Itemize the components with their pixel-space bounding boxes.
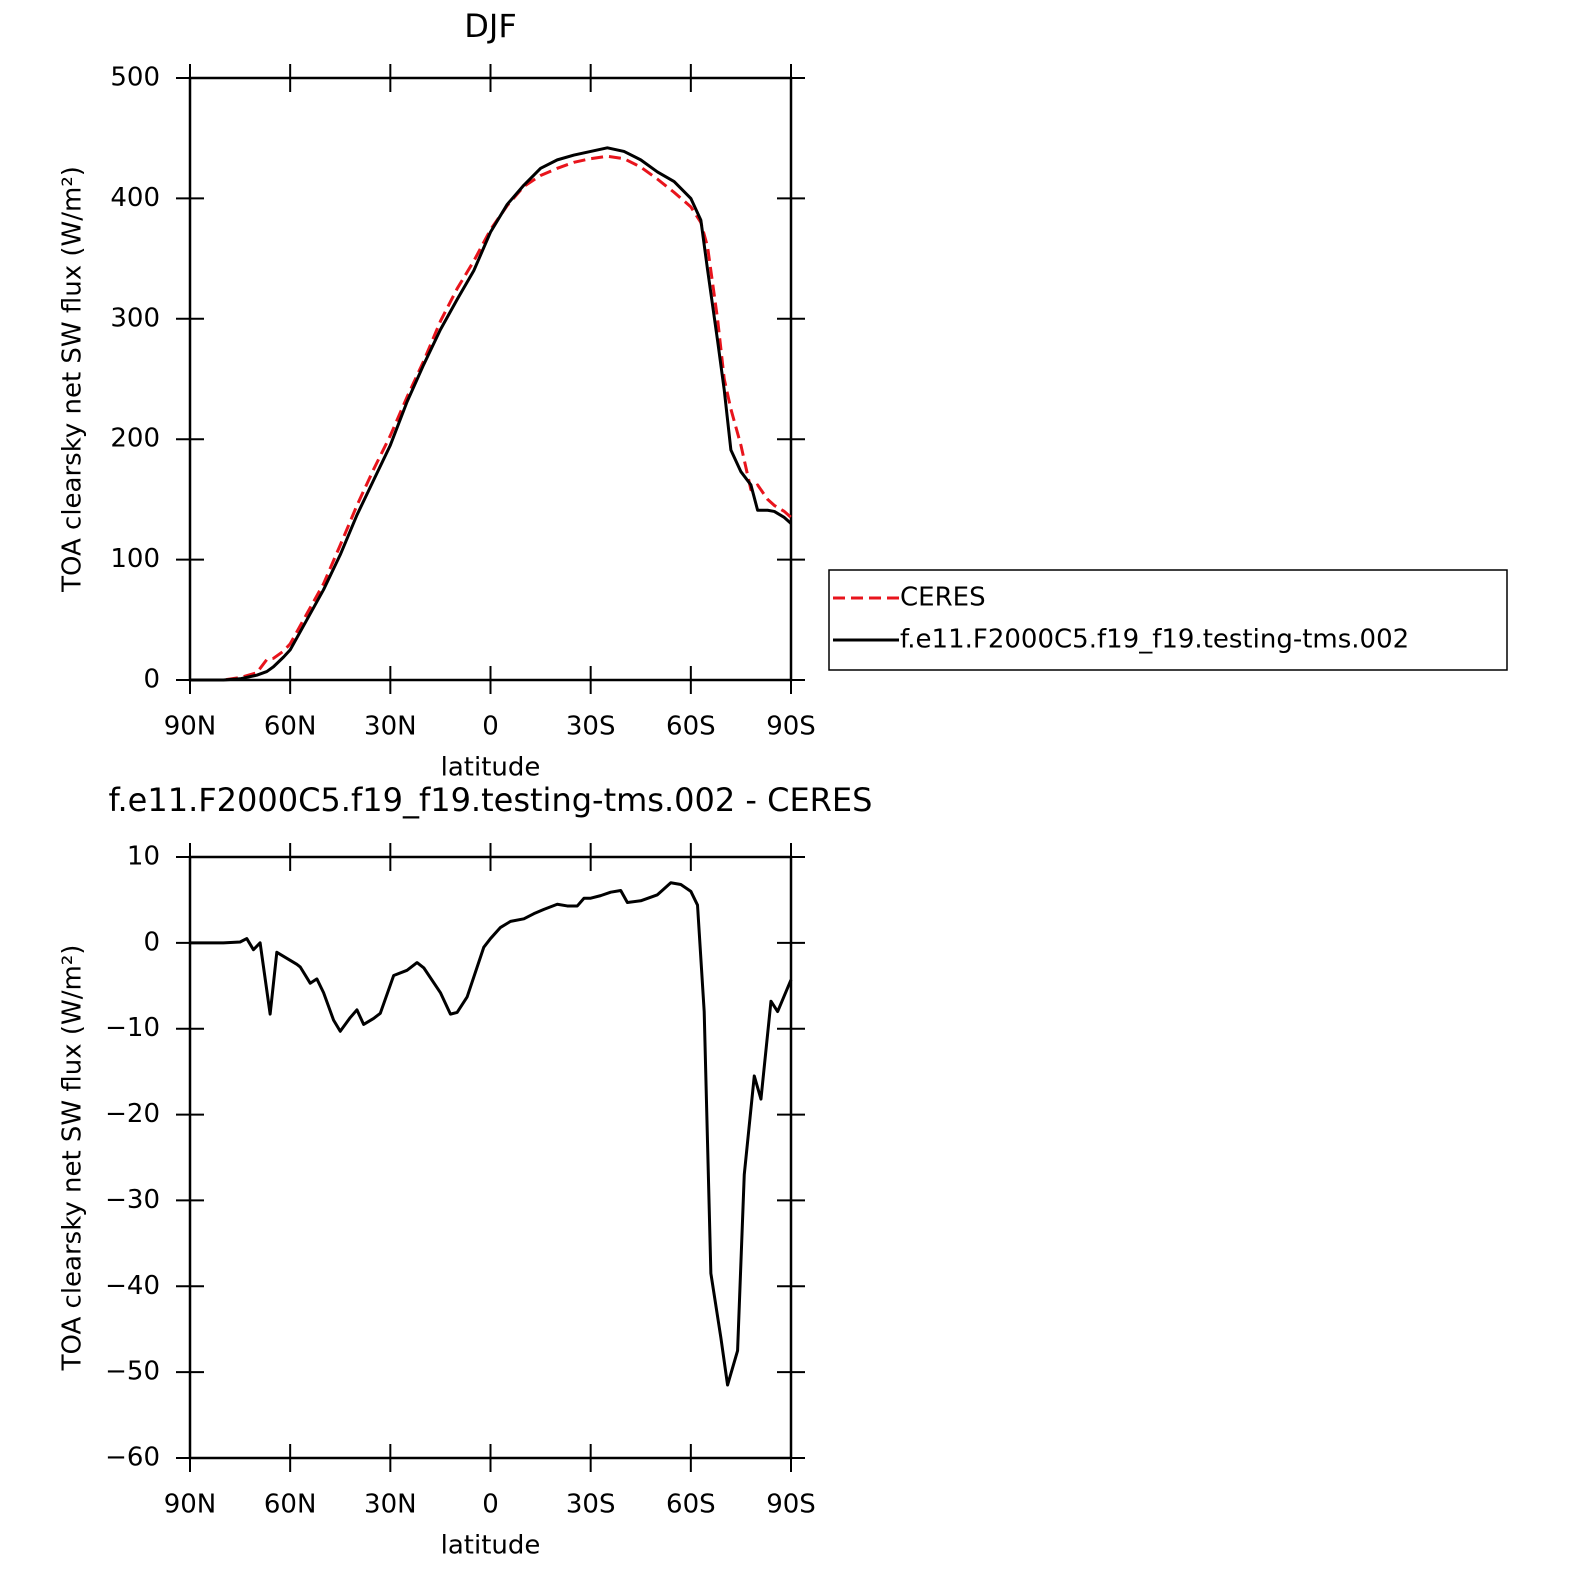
x-axis-label: latitude — [441, 753, 541, 783]
plot-frame — [188, 76, 793, 682]
y-tick-label: 100 — [110, 544, 160, 574]
legend-box — [828, 569, 1508, 671]
y-tick-label: −50 — [105, 1357, 160, 1387]
x-tick-label: 90S — [766, 1490, 816, 1520]
x-tick-label: 30N — [364, 1490, 417, 1520]
y-tick-label: 400 — [110, 183, 160, 213]
legend-label: f.e11.F2000C5.f19_f19.testing-tms.002 — [900, 625, 1409, 655]
y-axis-label: TOA clearsky net SW flux (W/m²) — [58, 166, 88, 593]
legend-label: CERES — [900, 583, 986, 613]
x-tick-label: 90N — [164, 1490, 217, 1520]
x-tick-label: 60N — [264, 712, 317, 742]
x-tick-label: 30S — [566, 1490, 616, 1520]
x-tick-label: 60N — [264, 1490, 317, 1520]
x-tick-label: 30S — [566, 712, 616, 742]
x-tick-label: 0 — [482, 1490, 499, 1520]
x-tick-label: 60S — [666, 712, 716, 742]
y-tick-label: 500 — [110, 63, 160, 93]
y-tick-label: −20 — [105, 1099, 160, 1129]
y-tick-label: 200 — [110, 424, 160, 454]
x-tick-label: 90S — [766, 712, 816, 742]
chart-title: DJF — [464, 7, 516, 45]
series-line — [190, 881, 793, 1387]
x-tick-label: 0 — [482, 712, 499, 742]
x-axis-label: latitude — [441, 1531, 541, 1561]
y-tick-label: 0 — [143, 665, 160, 695]
y-axis-label: TOA clearsky net SW flux (W/m²) — [58, 945, 88, 1372]
x-tick-label: 30N — [364, 712, 417, 742]
chart-title: f.e11.F2000C5.f19_f19.testing-tms.002 - … — [109, 781, 873, 819]
y-tick-label: 10 — [127, 842, 160, 872]
y-tick-label: −60 — [105, 1443, 160, 1473]
y-tick-label: −10 — [105, 1013, 160, 1043]
y-tick-label: −30 — [105, 1185, 160, 1215]
y-tick-label: 0 — [143, 927, 160, 957]
x-tick-label: 90N — [164, 712, 217, 742]
series-line — [190, 154, 793, 682]
series-line — [190, 146, 793, 682]
y-tick-label: −40 — [105, 1271, 160, 1301]
y-tick-label: 300 — [110, 303, 160, 333]
x-tick-label: 60S — [666, 1490, 716, 1520]
